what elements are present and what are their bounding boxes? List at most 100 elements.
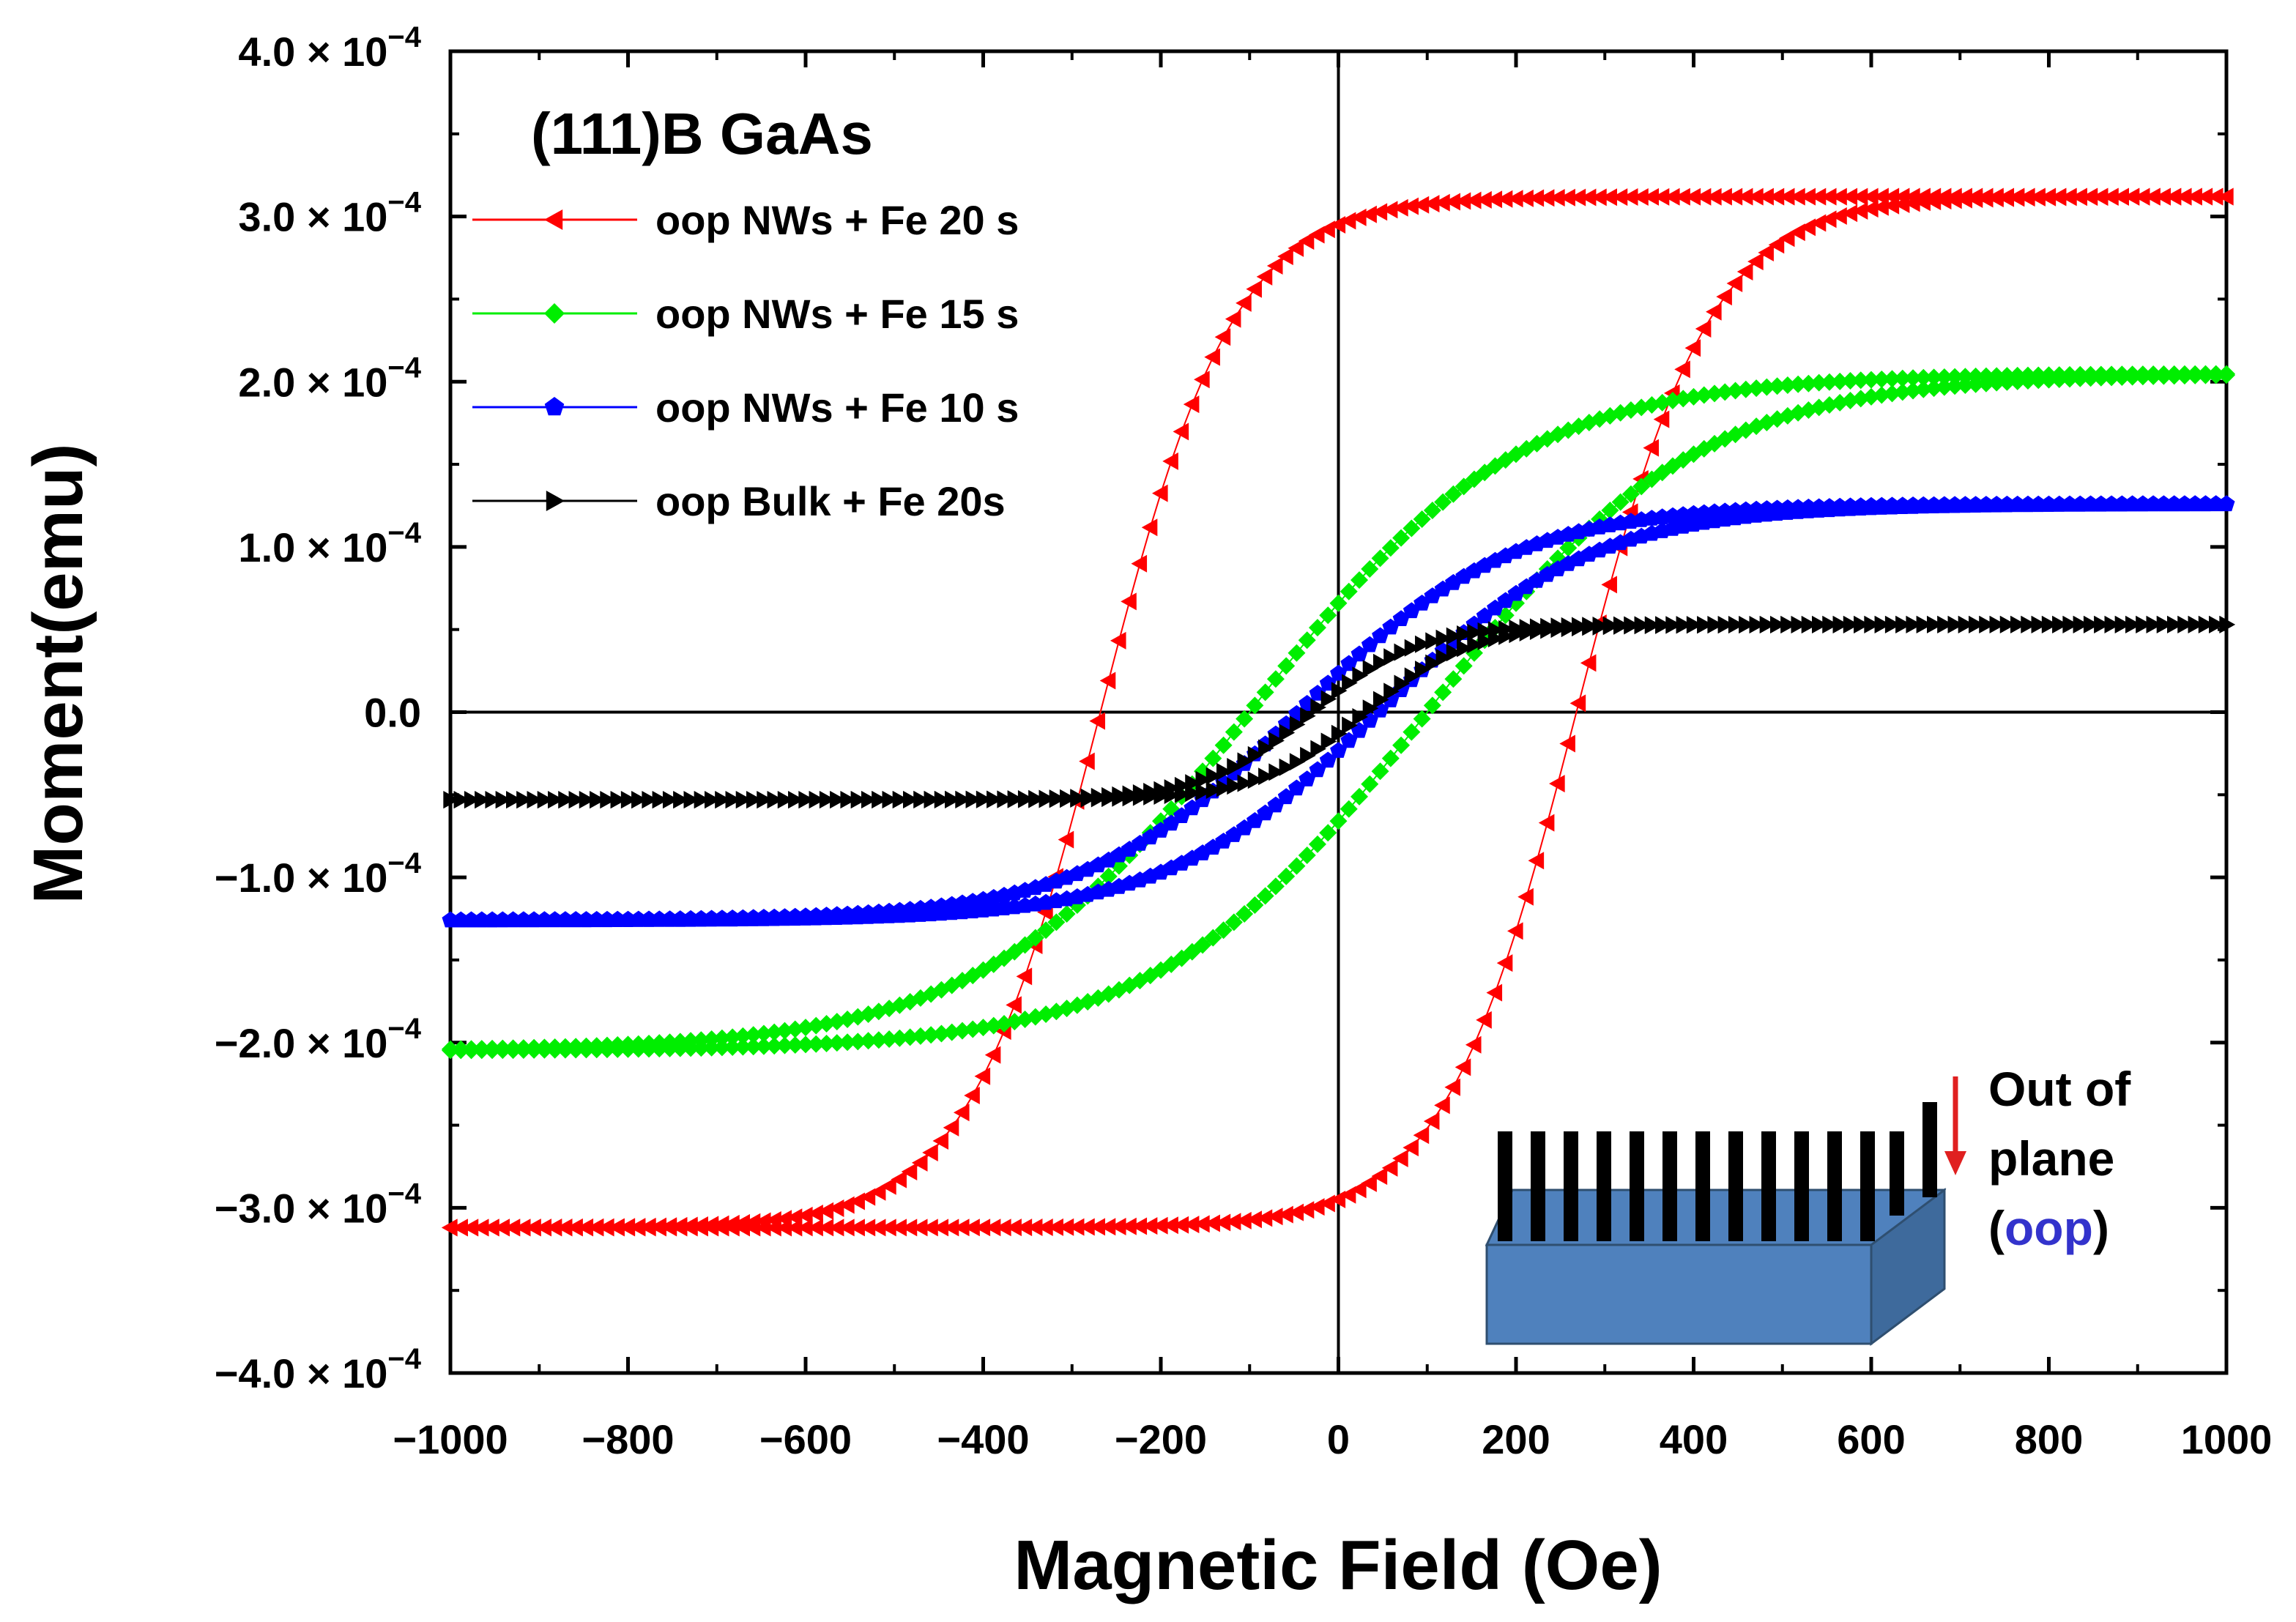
data-marker [1423,696,1441,715]
data-marker [1256,887,1274,905]
data-marker [1695,187,1712,206]
legend-label: oop Bulk + Fe 20s [655,478,1006,524]
x-axis-title: Magnetic Field (Oe) [1014,1526,1662,1604]
data-marker [964,1086,980,1104]
data-marker [1392,1149,1408,1167]
data-marker [2155,187,2171,206]
data-marker [1423,195,1440,213]
data-marker [765,1037,784,1055]
data-marker [2188,615,2204,633]
data-marker [1454,657,1473,675]
data-marker [2041,615,2058,633]
data-marker [1288,1203,1304,1221]
data-marker [1247,771,1264,789]
data-marker [786,1020,804,1038]
data-marker [911,1153,928,1172]
data-marker [1946,377,1964,395]
data-marker [2146,615,2163,633]
data-marker [754,1037,773,1055]
legend-swatch-marker [544,397,565,416]
series-group [442,187,2235,1237]
data-marker [943,1219,959,1237]
data-marker [2103,188,2119,207]
data-marker [1099,672,1116,690]
data-marker [1425,654,1441,672]
data-marker [1465,1035,1482,1054]
data-marker [807,1035,825,1053]
data-marker [1477,632,1494,650]
data-marker [1812,615,1828,633]
data-marker [2031,615,2048,633]
data-marker [995,1219,1011,1237]
data-marker [1789,187,1805,206]
data-marker [1988,373,2006,392]
nanowire [1728,1131,1743,1241]
data-marker [1822,615,1838,633]
data-marker [1298,232,1315,250]
data-marker [1110,1217,1126,1235]
data-marker [1914,193,1931,212]
data-marker [1308,835,1326,853]
plot-area [448,49,2229,1375]
data-marker [1873,386,1891,404]
data-marker [472,1219,489,1237]
data-marker [640,1040,658,1058]
data-marker [1173,423,1189,441]
data-marker [892,791,909,809]
data-marker [1266,1208,1283,1226]
data-marker [661,1219,677,1237]
data-marker [807,1205,823,1223]
data-marker [682,1039,700,1057]
data-marker [1381,539,1400,557]
data-marker [1039,790,1055,808]
data-marker [631,791,647,809]
data-marker [1684,187,1701,206]
data-marker [984,1046,1001,1064]
data-marker [1352,707,1369,726]
data-marker [1047,913,1066,931]
data-marker [452,1219,468,1237]
data-marker [462,1041,480,1060]
legend-label: oop NWs + Fe 15 s [655,291,1019,337]
data-marker [1758,378,1776,396]
data-marker [577,1041,595,1059]
data-marker [1851,371,1870,390]
data-marker [1851,187,1868,206]
data-marker [724,1028,742,1046]
data-marker [1214,1213,1231,1232]
data-marker [1653,187,1670,206]
data-marker [1371,549,1389,568]
data-marker [1446,627,1463,645]
data-marker [702,1038,721,1057]
data-marker [754,1024,773,1043]
data-marker [1392,736,1411,754]
data-marker [776,1036,794,1054]
x-tick-label: −600 [759,1416,852,1462]
data-marker [2071,369,2089,387]
data-marker [620,791,637,809]
data-marker [2218,187,2234,206]
data-marker [1613,617,1630,635]
data-marker [1383,682,1400,701]
y-tick-label: 3.0 × 10−4 [238,187,421,240]
data-marker [1716,187,1732,206]
data-marker [1214,736,1233,754]
legend-swatch-marker [546,491,565,511]
data-marker [1216,779,1233,797]
nanowire [1630,1131,1644,1241]
data-marker [1037,1218,1053,1236]
data-marker [2144,187,2161,206]
data-marker [1717,616,1734,634]
data-marker [798,791,814,809]
data-marker [1893,383,1912,401]
data-marker [1236,294,1252,312]
x-tick-label: 0 [1327,1416,1350,1462]
data-marker [1977,374,1995,393]
data-marker [1383,648,1400,666]
data-marker [464,791,480,809]
data-marker [1131,1217,1148,1235]
nanowires [1498,1102,1937,1241]
data-marker [1183,395,1200,414]
data-marker [945,790,961,808]
data-marker [1444,1078,1461,1096]
